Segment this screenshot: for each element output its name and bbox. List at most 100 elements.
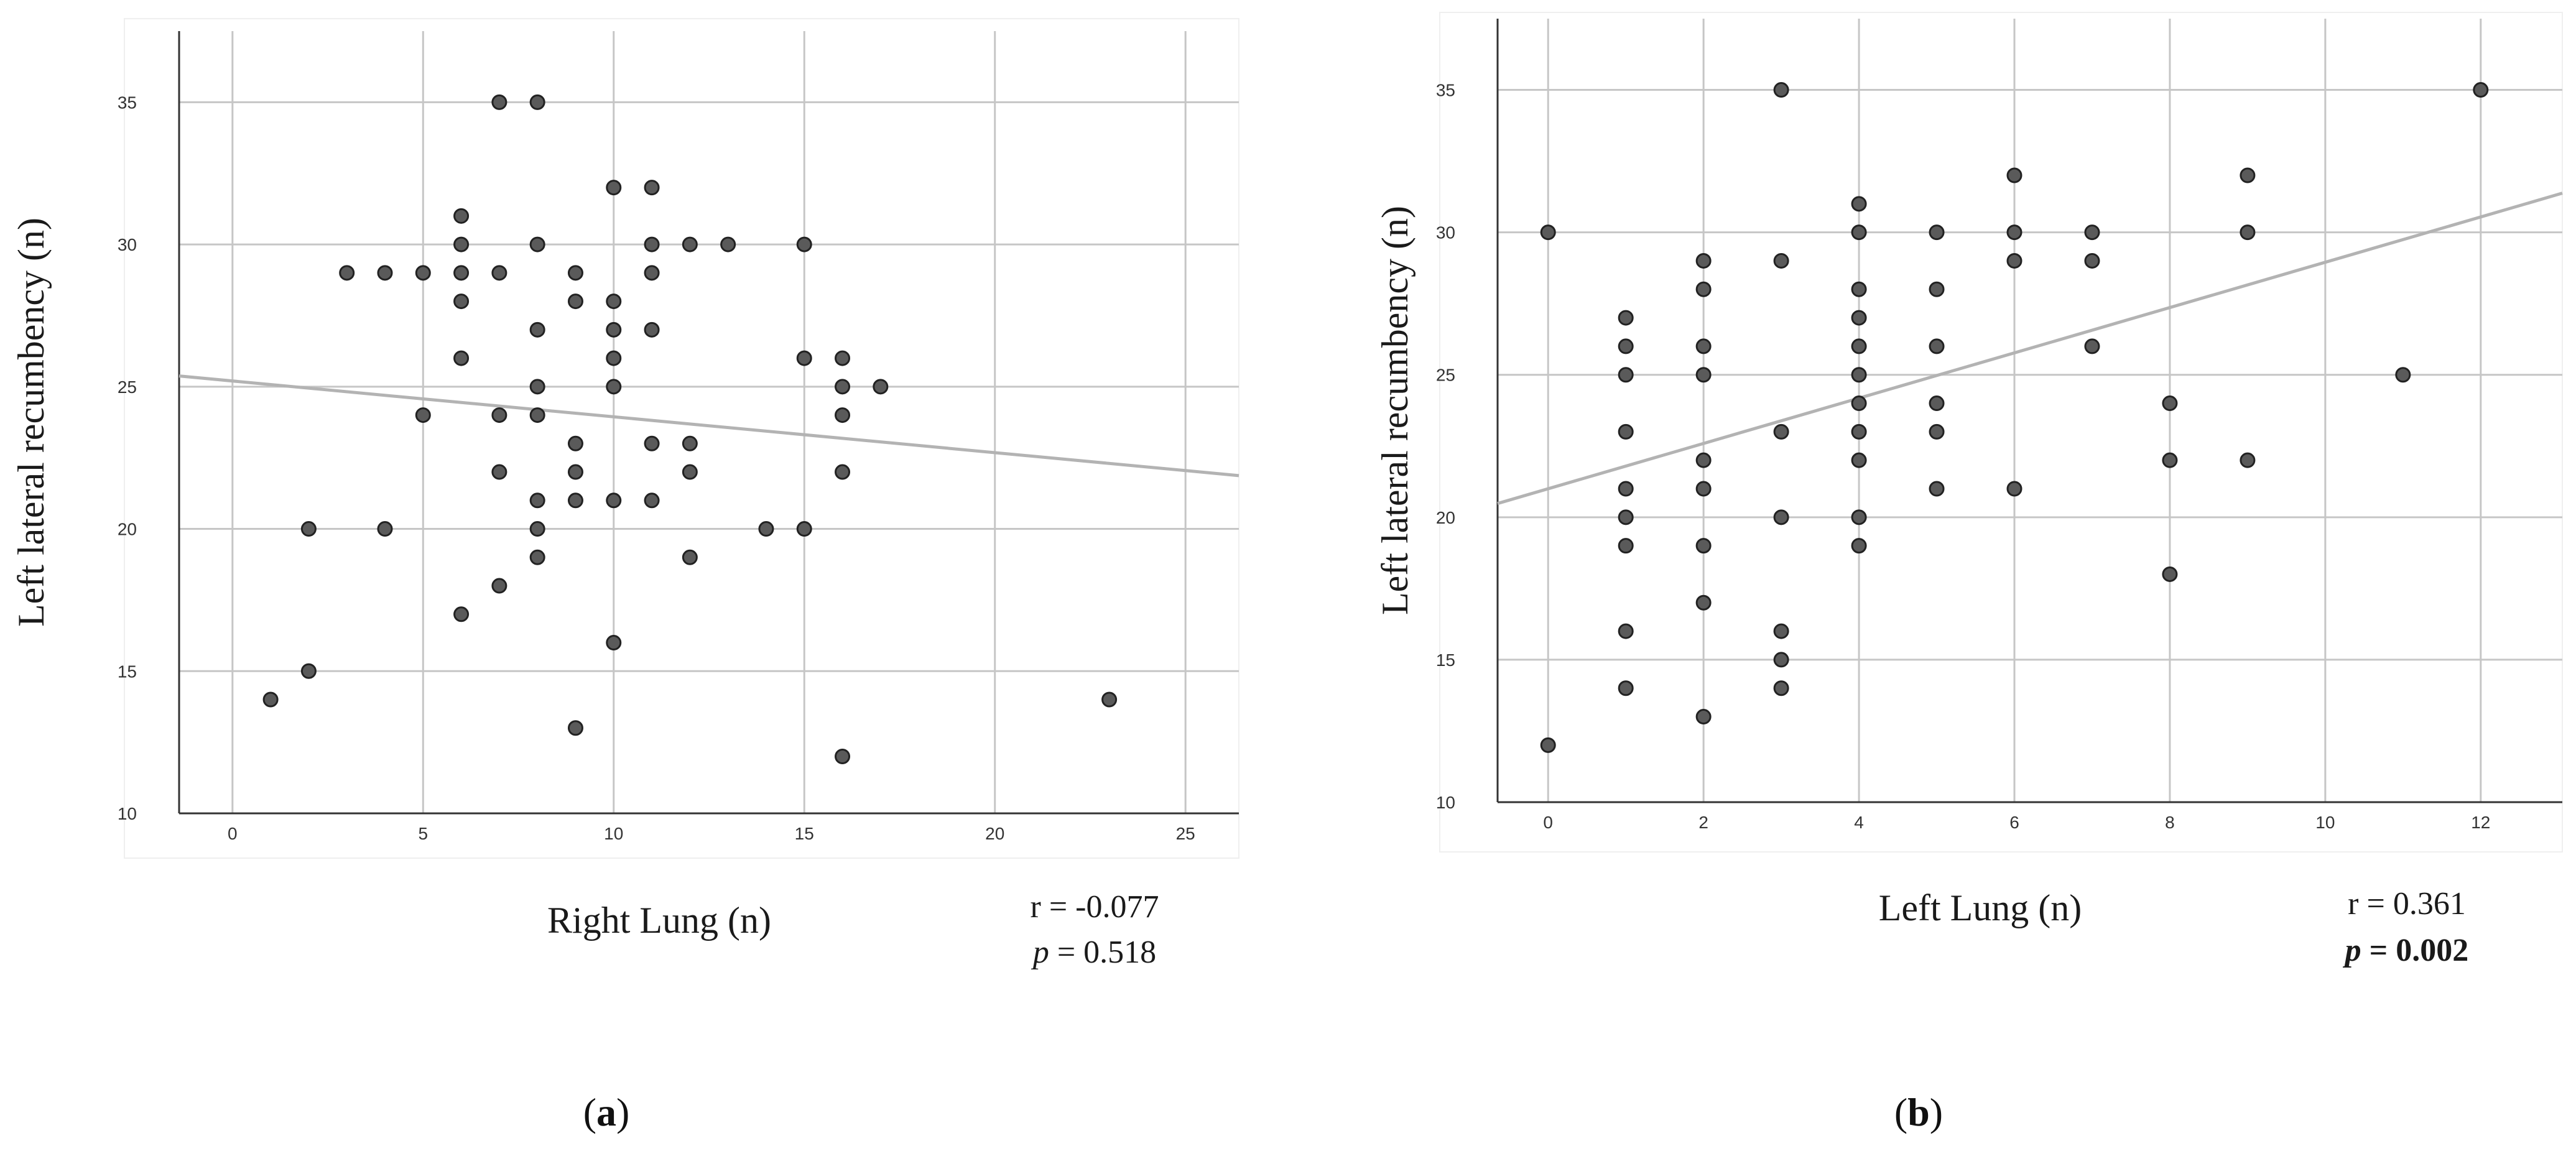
panel-label-close: ) [1930,1090,1943,1134]
scatter-point [1618,623,1634,639]
scatter-point [1695,252,1712,269]
panel-label: (a) [583,1090,630,1134]
scatter-point [529,379,545,395]
scatter-point [2240,452,2256,468]
p-value: p = 0.002 [2343,933,2469,968]
scatter-point [1851,338,1867,354]
plot-frame [1439,12,2563,853]
scatter-point [1618,367,1634,383]
scatter-point [529,492,545,509]
p-symbol: p [1031,935,1049,970]
scatter-point [1851,196,1867,212]
scatter-point [453,294,470,310]
scatter-point [529,236,545,252]
scatter-point [453,208,470,224]
x-tick-label: 6 [2009,813,2019,832]
scatter-point [339,265,355,281]
scatter-point [1851,452,1867,468]
scatter-point [2084,252,2100,269]
y-tick-label: 15 [1436,650,1455,670]
scatter-point [1618,538,1634,554]
scatter-point [1929,423,1945,440]
panel-label: (b) [1894,1090,1943,1134]
panel-label-letter: a [596,1090,616,1134]
scatter-point [453,265,470,281]
scatter-point [606,635,622,651]
y-tick-label: 10 [118,804,137,823]
scatter-point [1618,338,1634,354]
scatter-point [796,350,812,366]
x-axis-title: Left Lung (n) [1879,887,2082,928]
y-tick-label: 20 [118,520,137,539]
scatter-point [262,691,279,708]
scatter-point [1540,737,1556,753]
scatter-point [1695,594,1712,611]
scatter-point [835,379,851,395]
scatter-point [644,321,660,338]
panel-label-open: ( [1894,1090,1907,1134]
scatter-point [567,492,583,509]
scatter-point [1695,281,1712,297]
scatter-point [1773,680,1789,696]
scatter-point [796,236,812,252]
scatter-point [1851,310,1867,326]
scatter-point [377,521,393,537]
x-tick-label: 12 [2471,813,2490,832]
plot-frame [124,18,1239,859]
scatter-point [377,265,393,281]
regression-line [1497,192,2563,506]
scatter-point [529,321,545,338]
scatter-point [1540,224,1556,241]
scatter-point [835,350,851,366]
p-value: p = 0.518 [1031,935,1156,970]
scatter-point [2240,167,2256,183]
scatter-point [300,521,317,537]
scatter-point [2240,224,2256,241]
scatter-point [835,407,851,423]
scatter-point [1929,224,1945,241]
scatter-point [720,236,736,252]
regression-line [178,374,1239,478]
scatter-point [2473,82,2489,98]
scatter-point [1929,395,1945,412]
scatter-point [2084,224,2100,241]
scatter-point [1929,481,1945,497]
scatter-point [529,407,545,423]
scatter-point [644,180,660,196]
scatter-point [2084,338,2100,354]
scatter-point [1929,281,1945,297]
x-tick-label: 5 [418,824,428,843]
scatter-point [1618,423,1634,440]
x-tick-label: 10 [2315,813,2335,832]
y-tick-label: 25 [1436,366,1455,385]
y-tick-label: 30 [118,235,137,254]
x-tick-label: 20 [985,824,1004,843]
scatter-point [1773,509,1789,525]
y-tick-label: 35 [1436,81,1455,100]
scatter-point [835,749,851,765]
scatter-point [2395,367,2411,383]
y-axis-title: Left lateral recumbency (n) [1374,206,1415,615]
scatter-point [835,464,851,480]
p-value-number: = 0.518 [1049,935,1156,970]
y-tick-label: 35 [118,93,137,112]
x-tick-label: 10 [604,824,623,843]
scatter-point [1929,338,1945,354]
scatter-point [1695,709,1712,725]
scatter-point [1695,481,1712,497]
scatter-point [1695,338,1712,354]
scatter-point [682,549,698,565]
y-tick-label: 15 [118,662,137,681]
scatter-point [1851,538,1867,554]
scatter-point [606,294,622,310]
scatter-point [1618,310,1634,326]
scatter-point [606,492,622,509]
scatter-point [529,549,545,565]
x-tick-label: 4 [1854,813,1864,832]
scatter-point [606,379,622,395]
scatter-point [453,606,470,622]
panel-label-letter: b [1907,1090,1930,1134]
scatter-point [2006,224,2022,241]
y-tick-label: 25 [118,377,137,397]
scatter-point [682,435,698,451]
